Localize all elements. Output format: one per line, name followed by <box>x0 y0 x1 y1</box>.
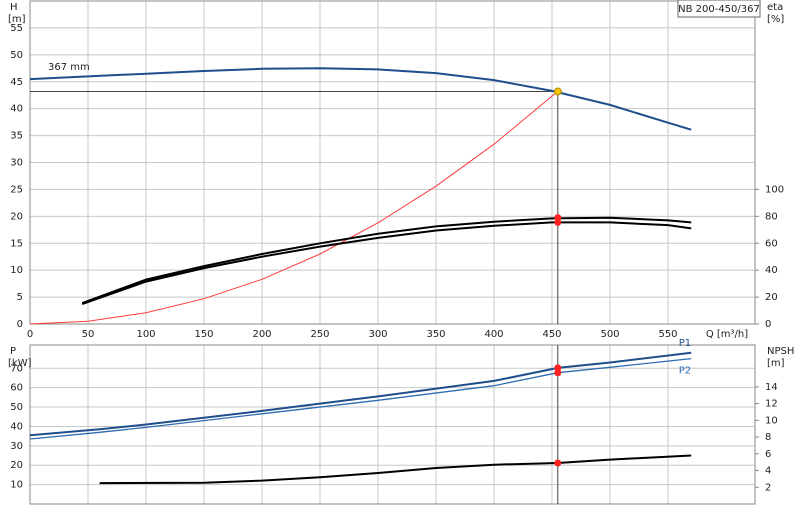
y-tick-label: 70 <box>10 363 23 374</box>
series-label: P1 <box>679 338 691 349</box>
y-tick-label: 25 <box>10 184 23 195</box>
series-line <box>29 357 692 440</box>
y2-tick-label: 40 <box>765 265 778 276</box>
y-tick-label: 55 <box>10 23 23 34</box>
y-axis-unit: [kW] <box>8 358 32 369</box>
y2-axis-unit: [m] <box>767 358 785 369</box>
y2-tick-label: 60 <box>765 238 778 249</box>
y2-tick-label: 80 <box>765 211 778 222</box>
x-tick-label: 250 <box>310 329 329 340</box>
x-tick-label: 150 <box>194 329 213 340</box>
plot-frame <box>29 344 756 505</box>
y2-tick-label: 8 <box>765 432 771 443</box>
y2-tick-label: 20 <box>765 292 778 303</box>
y-tick-label: 50 <box>10 50 23 61</box>
series-line <box>99 454 692 485</box>
x-tick-label: 0 <box>27 329 33 340</box>
y-tick-label: 30 <box>10 441 23 452</box>
y2-axis-label: eta <box>767 2 783 13</box>
y-tick-label: 50 <box>10 402 23 413</box>
y-tick-label: 15 <box>10 238 23 249</box>
operating-point <box>554 218 562 226</box>
x-tick-label: 400 <box>484 329 503 340</box>
operating-point <box>554 369 562 377</box>
y-axis-label: P <box>10 346 16 357</box>
y-tick-label: 30 <box>10 158 23 169</box>
y-tick-label: 60 <box>10 383 23 394</box>
operating-point <box>554 364 562 372</box>
y-tick-label: 45 <box>10 77 23 88</box>
x-axis-label: Q [m³/h] <box>706 329 748 340</box>
series-label: 367 mm <box>48 62 90 73</box>
y2-tick-label: 100 <box>765 184 784 195</box>
plot-frame <box>29 0 756 325</box>
operating-point <box>554 459 562 467</box>
y2-axis-unit: [%] <box>767 14 784 25</box>
y2-tick-label: 2 <box>765 482 771 493</box>
series-line <box>29 351 692 437</box>
series-line <box>81 216 692 305</box>
y-tick-label: 20 <box>10 460 23 471</box>
y-axis-label: H <box>10 2 18 13</box>
y-tick-label: 40 <box>10 104 23 115</box>
y-axis-unit: [m] <box>8 14 26 25</box>
x-tick-label: 500 <box>600 329 619 340</box>
chart-title: NB 200-450/367 <box>678 4 760 15</box>
operating-point <box>553 87 562 96</box>
series-line <box>29 67 692 131</box>
x-tick-label: 550 <box>658 329 677 340</box>
title-box <box>677 0 761 18</box>
y2-tick-label: 12 <box>765 399 778 410</box>
y2-tick-label: 10 <box>765 415 778 426</box>
x-tick-label: 300 <box>368 329 387 340</box>
y2-axis-label: NPSH <box>767 346 794 357</box>
y-tick-label: 0 <box>17 319 23 330</box>
y-tick-label: 10 <box>10 265 23 276</box>
y-tick-label: 5 <box>17 292 23 303</box>
x-tick-label: 200 <box>252 329 271 340</box>
y2-tick-label: 14 <box>765 382 778 393</box>
series-label: P2 <box>679 366 691 377</box>
y2-tick-label: 6 <box>765 449 771 460</box>
y-tick-label: 10 <box>10 480 23 491</box>
x-tick-label: 450 <box>542 329 561 340</box>
x-tick-label: 100 <box>136 329 155 340</box>
y2-tick-label: 0 <box>765 319 771 330</box>
x-tick-label: 50 <box>82 329 95 340</box>
series-line <box>81 221 692 306</box>
y-tick-label: 20 <box>10 211 23 222</box>
series-line <box>29 91 559 325</box>
y-tick-label: 40 <box>10 421 23 432</box>
y2-tick-label: 4 <box>765 466 771 477</box>
x-tick-label: 350 <box>426 329 445 340</box>
y-tick-label: 35 <box>10 131 23 142</box>
